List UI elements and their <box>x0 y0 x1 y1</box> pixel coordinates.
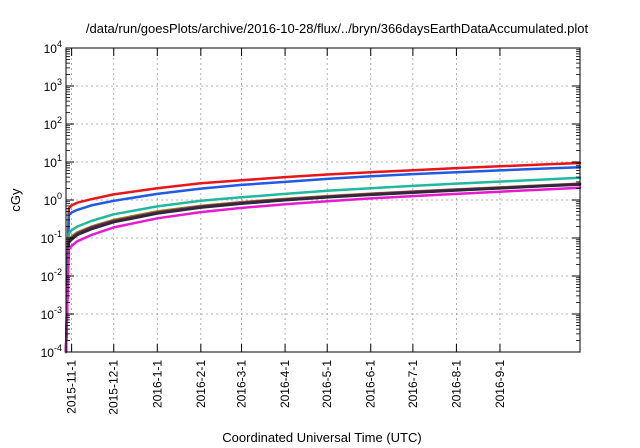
x-tick-label: 2016-4-1 <box>278 360 292 408</box>
y-tick-label: 10-2 <box>41 267 62 284</box>
y-tick-label: 10-4 <box>41 343 62 360</box>
y-tick-label: 10-3 <box>41 305 62 322</box>
x-tick-label: 2015-12-1 <box>107 360 121 415</box>
x-tick-label: 2016-9-1 <box>493 360 507 408</box>
x-tick-label: 2015-11-1 <box>65 360 79 414</box>
y-tick-label: 104 <box>44 39 62 56</box>
axis-ticks <box>66 47 580 353</box>
y-tick-label: 101 <box>44 153 62 170</box>
y-axis-labels: 10-4 10-3 10-2 10-1 100 101 102 103 104 <box>41 39 62 360</box>
y-tick-label: 100 <box>44 191 62 208</box>
y-tick-label: 102 <box>44 115 62 132</box>
x-axis-labels: 2015-11-1 2015-12-1 2016-1-1 2016-2-1 2016-3… <box>65 360 507 415</box>
x-tick-label: 2016-7-1 <box>406 360 420 408</box>
x-tick-label: 2016-5-1 <box>320 360 334 408</box>
series-line-2 <box>64 165 582 354</box>
x-tick-label: 2016-6-1 <box>364 360 378 408</box>
x-tick-label: 2016-1-1 <box>150 360 164 408</box>
y-tick-label: 103 <box>44 77 62 94</box>
x-tick-label: 2016-8-1 <box>449 360 463 408</box>
x-axis-title: Coordinated Universal Time (UTC) <box>222 430 421 445</box>
y-tick-label: 10-1 <box>41 229 62 246</box>
y-axis-title: cGy <box>8 188 23 212</box>
series-line-7 <box>64 186 582 354</box>
x-tick-label: 2016-3-1 <box>235 360 249 408</box>
series-line-6 <box>64 183 582 354</box>
series-line-1 <box>64 161 582 354</box>
series-line-3 <box>64 176 582 354</box>
x-tick-label: 2016-2-1 <box>194 360 208 408</box>
chart-title: /data/run/goesPlots/archive/2016-10-28/f… <box>86 21 589 36</box>
series-layer <box>64 161 582 354</box>
